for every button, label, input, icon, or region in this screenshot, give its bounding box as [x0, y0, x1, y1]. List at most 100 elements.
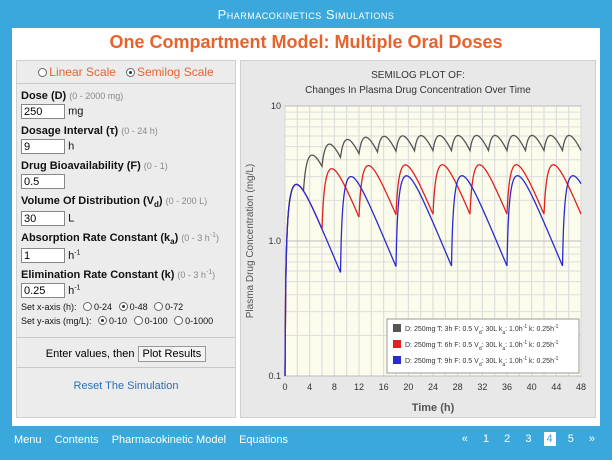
- bioavailability-param: Drug Bioavailability (F) (0 - 1): [17, 160, 235, 189]
- x-tick-label: 4: [307, 382, 312, 392]
- pager-page-4[interactable]: 4: [543, 432, 556, 446]
- linear-radio-icon[interactable]: [38, 68, 48, 77]
- bottom-nav: Menu Contents Pharmacokinetic Model Equa…: [14, 434, 298, 446]
- x-tick-label: 36: [502, 382, 512, 392]
- linear-scale-option[interactable]: Linear Scale: [38, 65, 116, 79]
- xaxis-label: Set x-axis (h):: [21, 302, 77, 313]
- plot-row: Enter values, then Plot Results: [17, 337, 235, 372]
- legend-box: [386, 318, 580, 374]
- k-range: (0 - 3 h-1): [177, 269, 216, 281]
- vd-input[interactable]: [21, 211, 65, 227]
- x-tick-label: 0: [282, 382, 287, 392]
- nav-equations-link[interactable]: Equations: [239, 434, 289, 446]
- vd-label: Volume Of Distribution (Vd): [21, 195, 163, 210]
- pager-prev[interactable]: «: [461, 433, 468, 445]
- semilog-scale-option[interactable]: Semilog Scale: [126, 65, 214, 79]
- interval-param: Dosage Interval (τ)(0 - 24 h) h: [17, 125, 235, 154]
- chart-title-line2: Changes In Plasma Drug Concentration Ove…: [305, 85, 531, 96]
- vd-param: Volume Of Distribution (Vd)(0 - 200 L) L: [17, 195, 235, 227]
- dose-input[interactable]: [21, 104, 65, 119]
- pager-page-2[interactable]: 2: [504, 433, 511, 445]
- xaxis-option-1[interactable]: 0-48: [118, 302, 148, 312]
- yaxis-setting: Set y-axis (mg/L): 0-10 0-100 0-1000: [17, 316, 235, 326]
- yaxis-radio-1-icon[interactable]: [133, 316, 143, 326]
- semilog-radio-icon[interactable]: [126, 68, 135, 77]
- interval-unit: h: [68, 140, 75, 153]
- series-line-2: [284, 164, 582, 377]
- ka-unit: h-1: [68, 249, 81, 262]
- pager-page-3[interactable]: 3: [525, 433, 532, 445]
- interval-input[interactable]: [21, 139, 65, 154]
- parameter-panel: Linear Scale Semilog Scale Dose (D) (0 - …: [16, 60, 236, 418]
- x-axis-label: Time (h): [412, 402, 455, 414]
- k-unit: h-1: [68, 284, 81, 297]
- yaxis-radio-0-icon[interactable]: [98, 316, 108, 326]
- yaxis-option-2[interactable]: 0-1000: [174, 316, 213, 326]
- scale-selector: Linear Scale Semilog Scale: [17, 61, 235, 84]
- legend-entry-2: D: 250mg T: 6h F: 0.5 Vd: 30L ka: 1.0h-1…: [405, 340, 559, 352]
- dose-unit: mg: [68, 105, 84, 118]
- legend-entry-1: D: 250mg T: 3h F: 0.5 Vd: 30L ka: 1.0h-1…: [405, 324, 559, 336]
- legend-entry-3: D: 250mg T: 9h F: 0.5 Vd: 30L ka: 1.0h-1…: [405, 356, 559, 368]
- pager-page-5[interactable]: 5: [567, 433, 574, 445]
- xaxis-option-0[interactable]: 0-24: [83, 302, 112, 312]
- y-tick-label: 1.0: [268, 236, 281, 246]
- ka-range: (0 - 3 h-1): [181, 232, 219, 244]
- xaxis-option-2[interactable]: 0-72: [154, 302, 183, 312]
- legend-swatch-1: [393, 324, 401, 332]
- k-label: Elimination Rate Constant (k): [21, 269, 175, 282]
- series-line-3: [284, 175, 582, 377]
- yaxis-option-1[interactable]: 0-100: [133, 316, 168, 326]
- yaxis-radio-2-icon[interactable]: [174, 316, 184, 326]
- plot-panel: SEMILOG PLOT OF: Changes In Plasma Drug …: [240, 60, 596, 418]
- series-group: [284, 134, 582, 377]
- x-tick-label: 32: [477, 382, 487, 392]
- y-tick-label: 10: [271, 101, 281, 111]
- bio-input[interactable]: [21, 174, 65, 189]
- nav-pk-model-link[interactable]: Pharmacokinetic Model: [111, 434, 227, 446]
- semilog-scale-label: Semilog Scale: [137, 65, 214, 79]
- linear-scale-label: Linear Scale: [49, 65, 116, 79]
- x-tick-label: 48: [576, 382, 586, 392]
- xaxis-radio-2-icon[interactable]: [154, 302, 164, 312]
- x-tick-label: 8: [332, 382, 337, 392]
- dose-label: Dose (D): [21, 90, 67, 102]
- x-tick-label: 44: [551, 382, 561, 392]
- yaxis-option-0[interactable]: 0-10: [98, 316, 127, 326]
- bio-range: (0 - 1): [143, 161, 168, 171]
- bio-label: Drug Bioavailability (F): [21, 160, 141, 172]
- nav-contents-link[interactable]: Contents: [54, 434, 99, 446]
- reset-simulation-link[interactable]: Reset The Simulation: [17, 367, 235, 392]
- x-tick-label: 20: [403, 382, 413, 392]
- x-tick-label: 16: [379, 382, 389, 392]
- series-line-1: [284, 134, 582, 377]
- interval-range: (0 - 24 h): [121, 126, 158, 136]
- legend-swatch-2: [393, 340, 401, 348]
- pager-page-1[interactable]: 1: [482, 433, 490, 445]
- enter-values-text: Enter values, then: [45, 348, 135, 360]
- x-tick-label: 40: [527, 382, 537, 392]
- pager: « 1 2 3 4 5 »: [453, 432, 598, 446]
- dose-param: Dose (D)(0 - 2000 mg) mg: [17, 90, 235, 119]
- pager-next[interactable]: »: [588, 433, 595, 445]
- ka-param: Absorption Rate Constant (ka) (0 - 3 h-1)…: [17, 232, 235, 264]
- legend-swatch-3: [393, 356, 401, 364]
- k-input[interactable]: [21, 283, 65, 299]
- concentration-chart: SEMILOG PLOT OF: Changes In Plasma Drug …: [245, 70, 586, 414]
- ka-label: Absorption Rate Constant (ka): [21, 232, 179, 247]
- xaxis-radio-0-icon[interactable]: [83, 302, 93, 312]
- chart-title-line1: SEMILOG PLOT OF:: [371, 70, 465, 81]
- nav-menu-link[interactable]: Menu: [14, 434, 42, 446]
- k-param: Elimination Rate Constant (k) (0 - 3 h-1)…: [17, 269, 235, 299]
- chart-legend: D: 250mg T: 3h F: 0.5 Vd: 30L ka: 1.0h-1…: [386, 318, 580, 374]
- ka-input[interactable]: [21, 248, 65, 264]
- plot-results-button[interactable]: Plot Results: [137, 346, 207, 362]
- app-title: Pharmacokinetics Simulations: [217, 7, 395, 22]
- y-tick-label: 0.1: [268, 371, 281, 381]
- dose-range: (0 - 2000 mg): [69, 91, 124, 101]
- page-title: One Compartment Model: Multiple Oral Dos…: [109, 32, 503, 52]
- xaxis-radio-1-icon[interactable]: [118, 302, 128, 312]
- y-axis-label: Plasma Drug Concentration (mg/L): [245, 164, 256, 319]
- bottom-nav-bar: Menu Contents Pharmacokinetic Model Equa…: [0, 430, 612, 450]
